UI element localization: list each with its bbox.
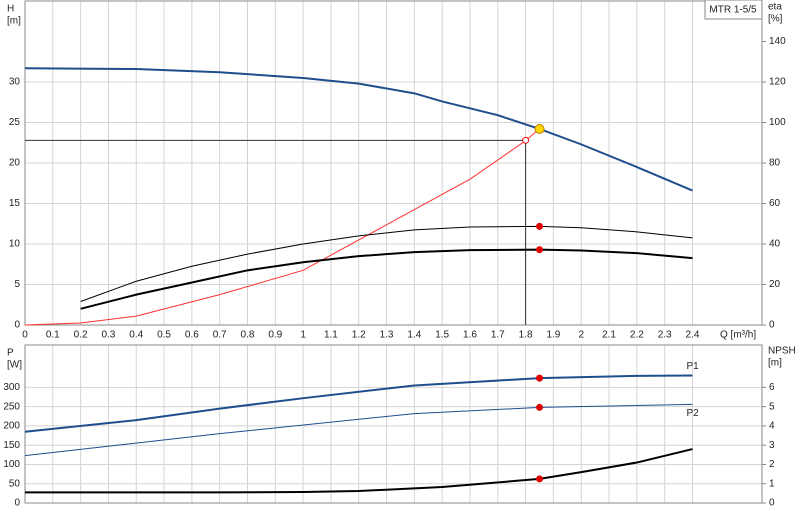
x-tick-label: 1.2 [352,330,366,341]
y2-tick-label: 2 [769,459,775,470]
x-tick-label: 0.1 [46,330,60,341]
x-tick-label: 0.6 [185,330,199,341]
chart-title: MTR 1-5/5 [709,5,757,16]
x-tick-label: 1.6 [463,330,477,341]
y2-tick-label: 140 [769,36,786,47]
y-axis-label: [m] [7,16,21,27]
x-axis-label: Q [m³/h] [720,330,756,341]
highlight-point [536,475,544,483]
y2-tick-label: 100 [769,117,786,128]
x-tick-label: 0.9 [268,330,282,341]
y-tick-label: 100 [3,459,20,470]
y2-tick-label: 1 [769,478,775,489]
y-tick-label: 10 [9,239,21,250]
y2-tick-label: 4 [769,421,775,432]
series-line [80,225,693,302]
highlight-point [536,374,544,382]
x-tick-label: 0.3 [101,330,115,341]
x-tick-label: 0.5 [157,330,171,341]
series-line [25,448,693,494]
highlight-point [536,403,544,411]
x-tick-label: 0.7 [213,330,227,341]
y2-tick-label: 80 [769,158,781,169]
x-tick-label: 2 [578,330,584,341]
y-tick-label: 25 [9,117,21,128]
x-tick-label: 0.8 [241,330,255,341]
y2-axis-label: [m] [768,358,782,369]
y-axis-label: H [7,4,14,15]
series-line [24,128,540,326]
x-tick-label: 1.4 [407,330,421,341]
y2-tick-label: 40 [769,239,781,250]
y-tick-label: 0 [14,498,20,509]
y-axis-label: [W] [7,360,22,371]
y-tick-label: 300 [3,382,20,393]
series-label: P1 [686,361,699,372]
y2-tick-label: 3 [769,440,775,451]
y-axis-label: P [7,348,14,359]
series-line [24,403,693,457]
x-tick-label: 1.3 [380,330,394,341]
y-tick-label: 200 [3,421,20,432]
series-line [24,374,693,433]
x-tick-label: 1.8 [519,330,533,341]
y-tick-label: 0 [14,320,20,331]
y-tick-label: 50 [9,478,21,489]
series-label: P2 [686,408,699,419]
y2-tick-label: 120 [769,77,786,88]
y2-tick-label: 6 [769,382,775,393]
y2-tick-label: 60 [769,198,781,209]
x-tick-label: 1.9 [546,330,560,341]
duty-point [534,123,545,134]
series-line [80,248,693,310]
y2-tick-label: 0 [769,498,775,509]
series-line [24,67,693,192]
highlight-point [536,246,544,254]
plot-frame [24,344,763,504]
y-tick-label: 30 [9,77,21,88]
y2-axis-label: eta [768,2,782,13]
x-tick-label: 2.1 [602,330,616,341]
y2-axis-label: NPSH [768,346,796,357]
x-tick-label: 2.2 [630,330,644,341]
x-tick-label: 1.7 [491,330,505,341]
y2-axis-label: [%] [768,14,783,25]
x-tick-label: 2.4 [686,330,700,341]
y-tick-label: 20 [9,158,21,169]
title-box [704,0,763,20]
y2-tick-label: 20 [769,279,781,290]
y-tick-label: 250 [3,401,20,412]
x-tick-label: 1 [300,330,306,341]
y-tick-label: 150 [3,440,20,451]
x-tick-label: 0 [22,330,28,341]
y-tick-label: 15 [9,198,21,209]
operating-point [522,136,530,144]
x-tick-label: 0.4 [129,330,143,341]
plot-frame [24,0,763,326]
y2-tick-label: 5 [769,401,775,412]
y-tick-label: 5 [14,279,20,290]
y2-tick-label: 0 [769,320,775,331]
x-tick-label: 1.1 [324,330,338,341]
highlight-point [536,222,544,230]
x-tick-label: 2.3 [658,330,672,341]
x-tick-label: 0.2 [74,330,88,341]
x-tick-label: 1.5 [435,330,449,341]
